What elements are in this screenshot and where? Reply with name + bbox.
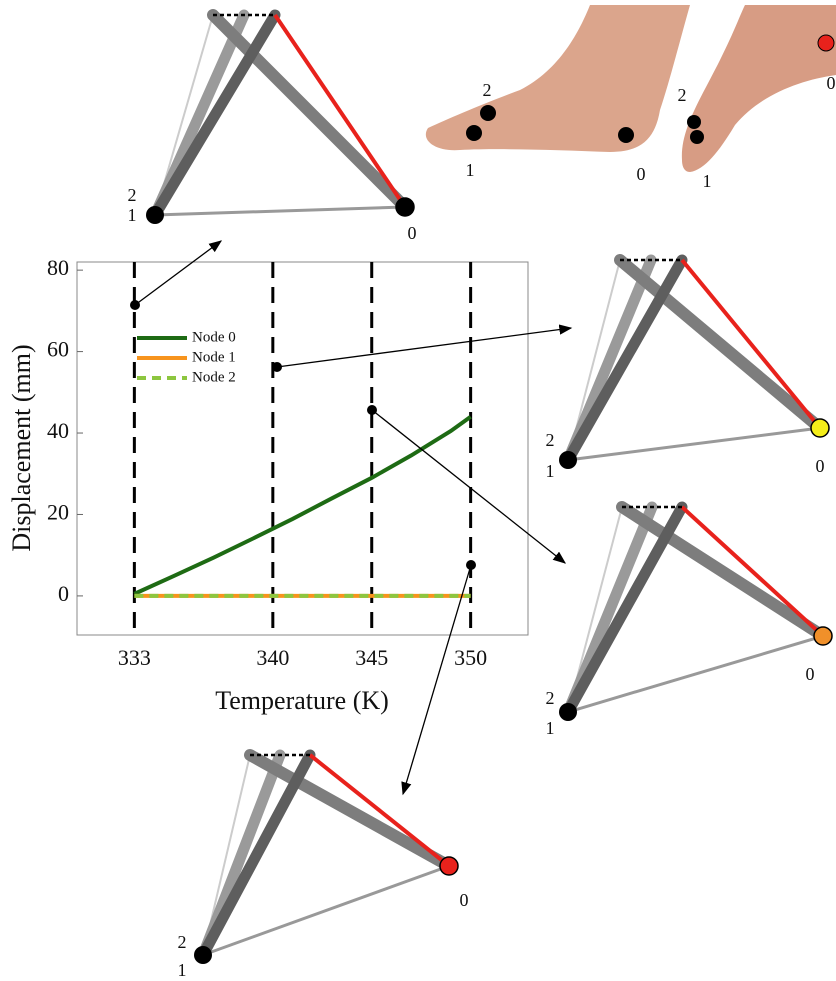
- y-tick-label: 40: [47, 418, 69, 443]
- node-label: 0: [827, 73, 836, 93]
- x-tick-label: 345: [355, 645, 388, 670]
- node-label: 2: [546, 688, 555, 708]
- truss-diagram: 2 1 0: [546, 260, 830, 481]
- legend-label: Node 2: [192, 369, 236, 385]
- truss-bar: [213, 15, 405, 207]
- node-0: [814, 627, 832, 645]
- node-0: [440, 857, 458, 875]
- truss-bar: [568, 507, 682, 712]
- truss-bar: [155, 15, 275, 215]
- active-bar: [310, 755, 449, 866]
- active-bar: [682, 507, 823, 636]
- x-tick-label: 333: [118, 645, 151, 670]
- plot: 0 20 40 60 80 333 340 345 350 Node 0 Node 1 Node 2: [47, 255, 487, 670]
- truss-bar: [620, 260, 820, 428]
- node-label: 1: [546, 461, 555, 481]
- node-label: 2: [178, 932, 187, 952]
- node-label: 0: [460, 890, 469, 910]
- figure: 2 1 0 2 1 0 Displacement (mm) Temperatur…: [0, 0, 836, 981]
- node-0: [396, 198, 414, 216]
- node-1: [146, 206, 164, 224]
- node-label: 1: [703, 171, 712, 191]
- bottom-bar: [155, 207, 405, 215]
- node-1: [194, 946, 212, 964]
- truss-bar: [203, 755, 310, 955]
- active-bar: [682, 260, 820, 428]
- node-label: 0: [637, 164, 646, 184]
- plot-frame: [77, 262, 528, 635]
- y-tick-label: 80: [47, 255, 69, 280]
- x-tick-label: 350: [454, 645, 487, 670]
- node-label: 1: [466, 160, 475, 180]
- truss-bar: [568, 260, 682, 460]
- node-label: 1: [178, 960, 187, 980]
- node-label: 1: [128, 205, 137, 225]
- truss-diagram: 21 0: [128, 15, 417, 243]
- node-label: 2: [678, 85, 687, 105]
- x-axis-label: Temperature (K): [215, 686, 389, 715]
- foot-photo: 2 1 0 2 1 0: [426, 5, 836, 191]
- node-1: [559, 451, 577, 469]
- legend-label: Node 0: [192, 329, 236, 345]
- active-bar: [275, 15, 405, 207]
- truss-diagram: 2 1 0: [546, 507, 833, 738]
- y-axis-label: Displacement (mm): [7, 344, 36, 551]
- x-tick-label: 340: [256, 645, 289, 670]
- truss-diagram: 2 1 0: [178, 755, 469, 980]
- node-label: 0: [408, 223, 417, 243]
- node-label: 0: [816, 456, 825, 476]
- y-tick-label: 60: [47, 337, 69, 362]
- node-label: 2: [546, 430, 555, 450]
- y-tick-label: 20: [47, 500, 69, 525]
- node-label: 0: [806, 664, 815, 684]
- bottom-bar: [568, 428, 820, 460]
- node-0: [811, 419, 829, 437]
- series-line: [134, 417, 470, 594]
- node-1: [559, 703, 577, 721]
- node-label: 1: [546, 718, 555, 738]
- y-tick-label: 0: [58, 581, 69, 606]
- legend-label: Node 1: [192, 349, 236, 365]
- node-label: 2: [483, 80, 492, 100]
- node-label: 2: [128, 185, 137, 205]
